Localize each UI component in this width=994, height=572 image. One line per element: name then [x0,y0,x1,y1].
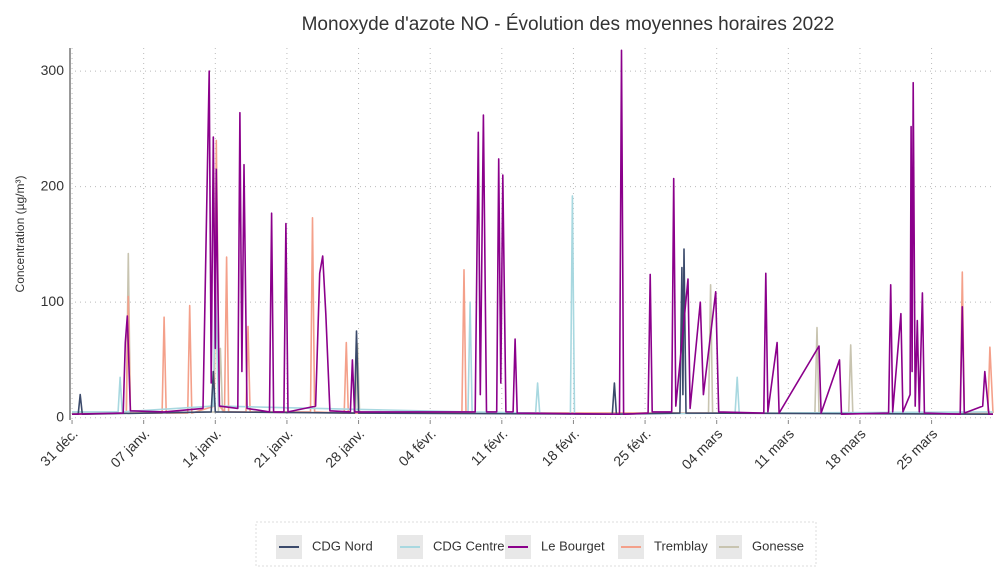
legend-label: Tremblay [654,538,708,553]
y-axis-label: Concentration (µg/m³) [13,176,27,293]
legend-box [255,521,817,567]
legend-label: CDG Centre [433,538,505,553]
legend-label: Le Bourget [541,538,605,553]
chart-title: Monoxyde d'azote NO - Évolution des moye… [302,14,835,35]
y-tick-label: 0 [56,408,64,424]
legend-label: CDG Nord [312,538,373,553]
y-tick-label: 300 [41,62,65,78]
legend-label: Gonesse [752,538,804,553]
series-line [71,49,993,415]
y-tick-label: 100 [41,293,65,309]
y-tick-label: 200 [41,177,65,193]
